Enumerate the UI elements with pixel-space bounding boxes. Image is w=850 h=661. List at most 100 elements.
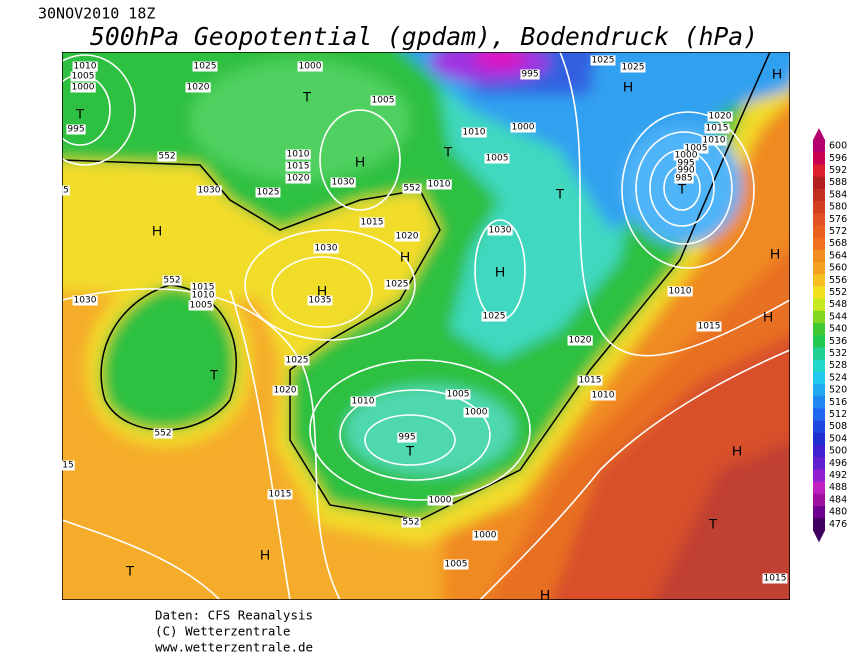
isobar-label-group: 1005	[70, 71, 96, 82]
colorbar-label: 508	[829, 421, 847, 432]
isobar-label: 1010	[669, 287, 692, 297]
pressure-center: H	[732, 443, 742, 459]
label-background	[461, 127, 487, 138]
label-background	[481, 311, 507, 322]
colorbar-swatch	[813, 164, 825, 177]
isobar-label-group: 552	[401, 517, 421, 528]
isobar-label-group: 985	[674, 173, 694, 184]
colorbar-swatch	[813, 493, 825, 507]
label-background	[487, 225, 513, 236]
label-background	[674, 173, 694, 184]
isobar-label-group: 1020	[567, 335, 593, 346]
isobar-label-group: 995	[397, 432, 417, 443]
isobar-label: 5	[63, 186, 69, 196]
colorbar-label: 480	[829, 507, 847, 518]
label-background	[683, 143, 709, 154]
colorbar-swatch	[813, 335, 825, 348]
label-background	[577, 375, 603, 386]
isobar-label-group: 1015	[267, 489, 293, 500]
pressure-center: H	[540, 587, 550, 603]
label-background	[190, 290, 216, 301]
isobar-label: 1005	[685, 144, 708, 154]
colorbar-label: 584	[829, 189, 847, 200]
label-background	[313, 243, 339, 254]
label-background	[330, 177, 356, 188]
isobar-label-group: 1030	[487, 225, 513, 236]
label-background	[707, 111, 733, 122]
label-background	[620, 62, 646, 73]
label-background	[426, 179, 452, 190]
pressure-center: H	[770, 246, 780, 262]
label-background	[463, 407, 489, 418]
map-title: 500hPa Geopotential (gpdam), Bodendruck …	[90, 22, 758, 51]
isobar-label: 1005	[190, 301, 213, 311]
colorbar-label: 572	[829, 226, 847, 237]
isobar-label-group: 1015	[577, 375, 603, 386]
label-background	[285, 149, 311, 160]
isobar-label: 995	[67, 125, 84, 135]
label-background	[255, 187, 281, 198]
colorbar-label: 488	[829, 482, 847, 493]
isobar-label-group: 1010	[72, 61, 98, 72]
isobar-label: 1000	[299, 62, 322, 72]
label-background	[162, 275, 182, 286]
isobar-label: 1015	[287, 162, 310, 172]
isobar-label-group: 1010	[426, 179, 452, 190]
label-background	[445, 389, 471, 400]
colorbar-label: 520	[829, 385, 847, 396]
isobar-label: 1020	[569, 336, 592, 346]
label-background	[272, 385, 298, 396]
label-background	[397, 432, 417, 443]
isobar-label-group: 1025	[481, 311, 507, 322]
isobar-label-group: 1000	[510, 122, 536, 133]
isobar-label-group: 1005	[370, 95, 396, 106]
isobar-label: 1030	[489, 226, 512, 236]
colorbar-label: 548	[829, 299, 847, 310]
footer-line: (C) Wetterzentrale	[155, 624, 290, 639]
colorbar-label: 528	[829, 360, 847, 371]
colorbar-label: 600	[829, 141, 847, 152]
isobar-label-group: 1025	[284, 355, 310, 366]
isobar-label-group: 1010	[701, 135, 727, 146]
isobar-label-group: 1005	[188, 300, 214, 311]
colorbar-swatch	[813, 396, 825, 409]
isobar-label: 1010	[428, 180, 451, 190]
colorbar-label: 588	[829, 177, 847, 188]
isobar-label: 1030	[315, 244, 338, 254]
isobar-label-group: 995	[66, 124, 86, 135]
isobar-label-group: 1020	[272, 385, 298, 396]
isobar-label-group: 1010	[350, 396, 376, 407]
isobar-label-group: 990	[676, 165, 696, 176]
pressure-center: T	[303, 89, 312, 105]
colorbar-label: 516	[829, 397, 847, 408]
label-background	[394, 231, 420, 242]
label-background	[190, 282, 216, 293]
label-background	[472, 530, 498, 541]
isobar-label: 1005	[445, 560, 468, 570]
label-background	[72, 61, 98, 72]
colorbar-label: 476	[829, 519, 847, 530]
label-background	[443, 559, 469, 570]
isobar-label: 1010	[592, 391, 615, 401]
label-background	[157, 151, 177, 162]
colorbar-label: 552	[829, 287, 847, 298]
isobar-label-group: 1005	[484, 153, 510, 164]
label-background	[196, 185, 222, 196]
colorbar-label: 512	[829, 409, 847, 420]
colorbar-swatch	[813, 274, 825, 287]
footer: Daten: CFS Reanalysis(C) Wetterzentralew…	[155, 608, 313, 655]
isobar-label: 1000	[429, 496, 452, 506]
isobar-label-group: 1000	[463, 407, 489, 418]
isobar-label: 1010	[287, 150, 310, 160]
isobar-label: 1025	[286, 356, 309, 366]
isobar-label: 1000	[72, 83, 95, 93]
isobar-label: 1010	[352, 397, 375, 407]
isobar-label: 995	[398, 433, 415, 443]
pressure-center: T	[210, 367, 219, 383]
map-labels: THTHTHHTHHHTTHHHTHTHT1010100510009951025…	[61, 55, 788, 603]
colorbar-swatch	[813, 188, 825, 202]
colorbar-swatch	[813, 225, 825, 238]
colorbar-arrow	[813, 128, 825, 140]
label-background	[704, 123, 730, 134]
